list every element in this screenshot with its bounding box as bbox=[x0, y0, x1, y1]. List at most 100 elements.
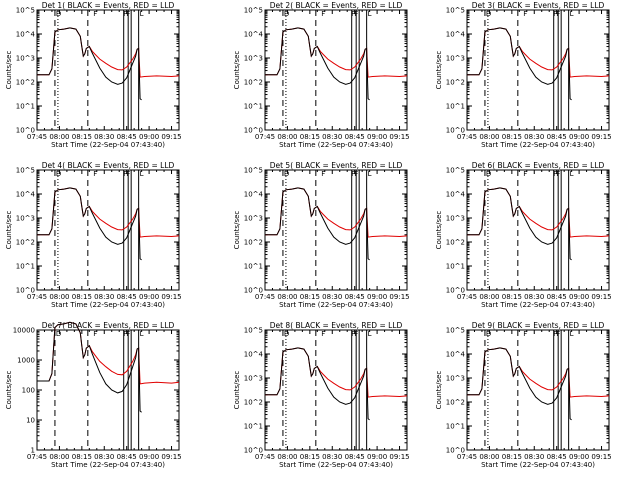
x-tick-label: 08:45 bbox=[547, 453, 567, 461]
y-tick-label: 10^4 bbox=[16, 191, 36, 199]
y-tick-label: 10 bbox=[26, 417, 35, 425]
x-tick-label: 08:00 bbox=[277, 133, 297, 141]
x-tick-label: 08:45 bbox=[345, 453, 365, 461]
x-tick-label: 09:15 bbox=[389, 453, 409, 461]
x-tick-label: 08:00 bbox=[49, 133, 69, 141]
x-tick-label: 08:00 bbox=[277, 453, 297, 461]
marker-label: F bbox=[321, 170, 325, 178]
y-tick-label: 10^2 bbox=[446, 399, 465, 407]
x-tick-label: 07:45 bbox=[255, 293, 275, 301]
marker-label: F bbox=[123, 330, 127, 338]
y-tick-label: 10^3 bbox=[446, 215, 465, 223]
y-tick-label: 10^2 bbox=[16, 239, 35, 247]
x-tick-label: 09:15 bbox=[161, 133, 181, 141]
events-series-line bbox=[467, 187, 572, 261]
x-axis-label: Start Time (22-Sep-04 07:43:40) bbox=[51, 461, 165, 469]
marker-label: F bbox=[93, 330, 97, 338]
y-tick-label: 10^5 bbox=[446, 327, 465, 335]
panel-title: Det 1( BLACK = Events, RED = LLD bbox=[42, 1, 175, 10]
y-tick-label: 10^5 bbox=[244, 327, 263, 335]
plot-frame bbox=[36, 329, 180, 451]
x-tick-label: 08:00 bbox=[49, 293, 69, 301]
y-axis-label: Counts/sec bbox=[5, 51, 13, 90]
y-tick-label: 10^2 bbox=[16, 79, 35, 87]
events-series-line bbox=[265, 347, 370, 421]
x-tick-label: 09:00 bbox=[569, 293, 589, 301]
y-axis-label: Counts/sec bbox=[233, 51, 241, 90]
events-series-line bbox=[467, 347, 572, 421]
y-axis-label: Counts/sec bbox=[5, 211, 13, 250]
marker-label: F bbox=[123, 170, 127, 178]
plot-frame bbox=[264, 329, 408, 451]
y-tick-label: 10^1 bbox=[446, 263, 465, 271]
y-axis-label: Counts/sec bbox=[233, 371, 241, 410]
x-tick-label: 08:30 bbox=[322, 453, 342, 461]
y-axis-label: Counts/sec bbox=[435, 211, 443, 250]
x-tick-label: 07:45 bbox=[255, 453, 275, 461]
marker-label: F bbox=[354, 330, 358, 338]
plot-frame bbox=[264, 169, 408, 291]
marker-label: F bbox=[93, 170, 97, 178]
x-tick-label: 08:15 bbox=[300, 453, 320, 461]
y-tick-label: 10^1 bbox=[244, 423, 263, 431]
y-tick-label: 10^5 bbox=[446, 167, 465, 175]
marker-label: D bbox=[56, 170, 61, 178]
y-tick-label: 10^3 bbox=[446, 375, 465, 383]
events-series-line bbox=[37, 321, 142, 413]
y-tick-label: 10^3 bbox=[244, 215, 263, 223]
panel-title: Det 4( BLACK = Events, RED = LLD bbox=[42, 161, 175, 170]
marker-label: D bbox=[284, 170, 289, 178]
x-tick-label: 09:15 bbox=[161, 293, 181, 301]
marker-label: D bbox=[284, 330, 289, 338]
x-axis-label: Start Time (22-Sep-04 07:43:40) bbox=[279, 461, 393, 469]
marker-label: F bbox=[354, 170, 358, 178]
y-axis-label: Counts/sec bbox=[233, 211, 241, 250]
events-series-line bbox=[467, 27, 572, 101]
marker-label: F bbox=[553, 10, 557, 18]
x-tick-label: 08:00 bbox=[479, 293, 499, 301]
x-tick-label: 09:00 bbox=[367, 133, 387, 141]
y-tick-label: 10^4 bbox=[244, 31, 264, 39]
x-tick-label: 08:30 bbox=[322, 133, 342, 141]
panel-title: Det 9( BLACK = Events, RED = LLD bbox=[472, 321, 605, 330]
plot-frame bbox=[466, 169, 610, 291]
marker-label: F bbox=[553, 170, 557, 178]
marker-label: F bbox=[523, 170, 527, 178]
chart-panel-6: Det 6( BLACK = Events, RED = LLD 10^0 10^1… bbox=[435, 161, 612, 309]
y-tick-label: 10^2 bbox=[244, 79, 263, 87]
x-tick-label: 09:00 bbox=[367, 453, 387, 461]
x-tick-label: 08:15 bbox=[502, 293, 522, 301]
x-tick-label: 08:15 bbox=[502, 133, 522, 141]
x-tick-label: 09:00 bbox=[569, 453, 589, 461]
x-tick-label: 08:45 bbox=[117, 453, 137, 461]
x-tick-label: 09:15 bbox=[161, 453, 181, 461]
marker-label: D bbox=[486, 10, 491, 18]
plot-frame bbox=[36, 169, 180, 291]
y-tick-label: 10^5 bbox=[446, 7, 465, 15]
x-tick-label: 07:45 bbox=[457, 453, 477, 461]
x-tick-label: 09:15 bbox=[389, 133, 409, 141]
marker-label: F bbox=[556, 10, 560, 18]
marker-label: F bbox=[354, 10, 358, 18]
chart-panel-3: Det 3( BLACK = Events, RED = LLD 10^0 10^1… bbox=[435, 1, 612, 149]
marker-label: F bbox=[351, 330, 355, 338]
y-tick-label: 10^1 bbox=[244, 103, 263, 111]
y-tick-label: 10^3 bbox=[446, 55, 465, 63]
y-tick-label: 10^2 bbox=[446, 79, 465, 87]
x-tick-label: 09:15 bbox=[591, 133, 611, 141]
y-axis-label: Counts/sec bbox=[435, 371, 443, 410]
x-tick-label: 08:30 bbox=[524, 133, 544, 141]
marker-label: F bbox=[553, 330, 557, 338]
y-tick-label: 10000 bbox=[13, 327, 35, 335]
y-tick-label: 10^0 bbox=[244, 127, 263, 135]
panel-title: Det 8( BLACK = Events, RED = LLD bbox=[270, 321, 403, 330]
x-tick-label: 08:30 bbox=[94, 133, 114, 141]
x-tick-label: 08:30 bbox=[322, 293, 342, 301]
events-series-line bbox=[37, 27, 142, 101]
chart-panel-4: Det 4( BLACK = Events, RED = LLD 10^0 10^1… bbox=[5, 161, 182, 309]
marker-label: F bbox=[321, 330, 325, 338]
x-tick-label: 08:45 bbox=[345, 133, 365, 141]
marker-label: F bbox=[523, 330, 527, 338]
marker-label: D bbox=[284, 10, 289, 18]
